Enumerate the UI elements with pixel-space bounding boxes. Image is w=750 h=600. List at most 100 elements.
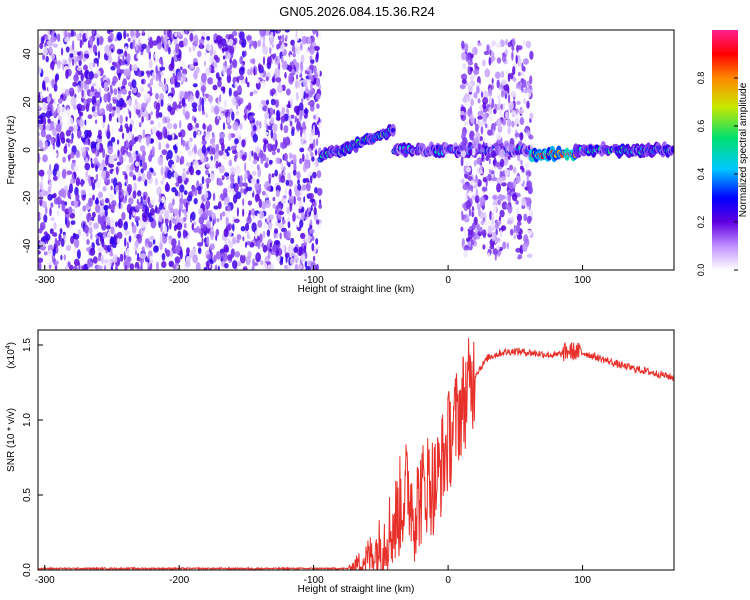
spectrogram-cell <box>228 241 234 249</box>
spectrogram-cell <box>165 181 169 191</box>
spectrogram-y-tick-label: -40 <box>22 238 33 253</box>
spectrogram-cell <box>302 178 307 184</box>
spectrogram-cell <box>155 65 158 75</box>
spectrogram-cell <box>205 199 211 210</box>
spectrogram-cell <box>43 214 48 223</box>
spectrogram-cell <box>232 223 235 232</box>
spectrogram-cell <box>270 144 277 152</box>
spectrogram-cell <box>170 77 175 85</box>
spectrogram-cell <box>160 166 164 176</box>
spectrogram-cell <box>39 42 44 50</box>
spectrogram-cell <box>53 222 57 230</box>
spectrogram-cell <box>526 229 532 236</box>
spectrogram-cell <box>470 180 475 186</box>
spectrogram-cell <box>148 31 150 40</box>
spectrogram-cell <box>106 104 109 112</box>
spectrogram-cell <box>43 116 47 126</box>
spectrogram-cell <box>167 30 172 38</box>
spectrogram-cell <box>108 113 112 122</box>
spectrogram-cell <box>160 180 164 185</box>
spectrogram-cell <box>101 159 105 167</box>
snr-x-tick-label: -200 <box>169 575 189 586</box>
spectrogram-cell <box>299 158 303 165</box>
spectrogram-cell <box>284 72 287 79</box>
spectrogram-cell <box>251 150 254 157</box>
spectrogram-cell <box>209 243 215 251</box>
spectrogram-cell <box>462 136 468 147</box>
snr-background <box>38 330 674 570</box>
spectrogram-cell <box>267 250 271 260</box>
spectrogram-cell <box>145 70 151 75</box>
spectrogram-cell <box>54 75 58 84</box>
spectrogram-cell <box>167 105 172 112</box>
spectrogram-cell <box>290 98 293 108</box>
spectrogram-cell <box>207 94 213 103</box>
spectrogram-cell <box>507 72 511 82</box>
spectrogram-cell <box>496 79 500 89</box>
spectrogram-cell <box>69 87 74 92</box>
spectrogram-cell <box>157 42 162 50</box>
spectrogram-cell <box>178 132 182 138</box>
spectrogram-cell <box>44 141 48 150</box>
spectrogram-cell <box>285 88 291 96</box>
spectrogram-cell <box>472 47 475 56</box>
spectrogram-cell <box>280 197 287 204</box>
spectrogram-cell <box>470 98 474 106</box>
spectrogram-cell <box>221 175 225 181</box>
spectrogram-cell <box>281 106 285 116</box>
spectrogram-cell <box>44 233 51 241</box>
spectrogram-cell <box>231 96 237 104</box>
spectrogram-cell <box>177 175 183 184</box>
spectrogram-cell <box>460 110 465 116</box>
spectrogram-cell <box>476 157 483 165</box>
spectrogram-cell <box>262 230 266 239</box>
spectrogram-y-tick-label: 40 <box>22 48 33 60</box>
spectrogram-cell <box>74 57 77 66</box>
spectrogram-cell <box>206 43 212 52</box>
spectrogram-cell <box>499 149 506 159</box>
spectrogram-cell <box>466 237 470 242</box>
spectrogram-cell <box>279 232 282 240</box>
spectrogram-cell <box>74 125 78 131</box>
spectrogram-cell <box>157 121 162 129</box>
spectrogram-cell <box>88 197 93 207</box>
spectrogram-cell <box>112 242 117 249</box>
spectrogram-cell <box>313 206 317 216</box>
spectrogram-cell <box>261 190 266 196</box>
spectrogram-cell <box>257 167 262 178</box>
spectrogram-cell <box>172 198 175 206</box>
spectrogram-cell <box>124 195 128 202</box>
spectrogram-cell <box>154 52 158 60</box>
spectrogram-cell <box>304 260 308 268</box>
spectrogram-cell <box>172 144 177 151</box>
spectrogram-cell <box>215 143 220 152</box>
spectrogram-cell <box>104 237 110 245</box>
spectrogram-cell <box>148 59 153 69</box>
spectrogram-cell <box>193 70 198 80</box>
spectrogram-cell <box>59 177 64 188</box>
spectrogram-cell <box>39 222 46 231</box>
spectrogram-cell <box>477 115 483 120</box>
spectrogram-cell <box>177 191 181 198</box>
spectrogram-cell <box>269 37 274 42</box>
spectrogram-cell <box>149 217 154 222</box>
spectrogram-cell <box>40 36 45 45</box>
spectrogram-cell <box>174 256 181 264</box>
snr-x-label: Height of straight line (km) <box>298 584 415 595</box>
spectrogram-cell <box>128 197 134 205</box>
spectrogram-cell <box>490 170 495 175</box>
spectrogram-cell <box>103 166 107 171</box>
spectrogram-cell <box>42 103 48 112</box>
spectrogram-cell <box>515 224 521 233</box>
spectrogram-cell <box>168 202 173 213</box>
spectrogram-cell <box>73 74 79 82</box>
spectrogram-cell <box>82 264 85 270</box>
spectrogram-cell <box>513 251 519 259</box>
spectrogram-cell <box>498 215 502 222</box>
spectrogram-cell <box>132 190 137 199</box>
spectrogram-cell <box>304 210 308 218</box>
spectrogram-cell <box>97 232 103 237</box>
spectrogram-cell <box>312 30 317 35</box>
spectrogram-cell <box>140 51 144 56</box>
spectrogram-cell <box>471 211 475 218</box>
